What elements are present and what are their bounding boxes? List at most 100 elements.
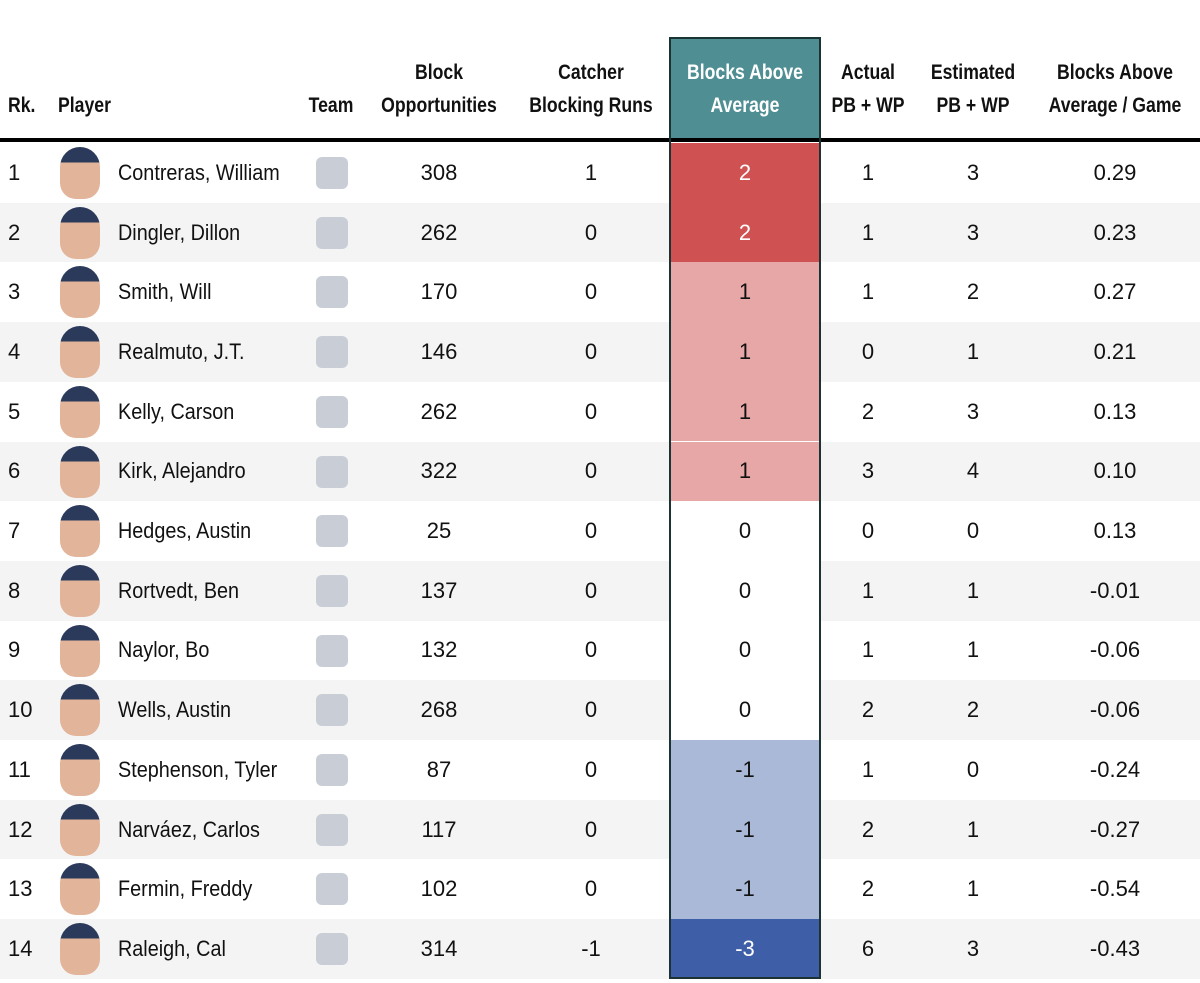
stat-cell: -0.43 (1089, 935, 1141, 961)
rank: 1 (8, 159, 21, 185)
player-name: Narváez, Carlos (118, 816, 260, 842)
table-row (0, 680, 1200, 740)
player-name: Smith, Will (118, 279, 212, 305)
player-headshot (60, 744, 100, 796)
column-header: Estimated (930, 61, 1016, 84)
stat-cell: -0.54 (1089, 876, 1141, 902)
stat-cell: -0.24 (1089, 756, 1141, 782)
baa-cell-bg (670, 620, 820, 681)
table-row (0, 143, 1200, 203)
player-headshot (60, 385, 100, 438)
stat-cell: 170 (420, 279, 458, 305)
column-header: Rk. (8, 94, 36, 117)
baa-cell-bg (670, 441, 820, 502)
table-row (0, 381, 1200, 442)
stat-cell: 102 (420, 876, 458, 902)
highlight-header-bg (670, 38, 820, 140)
player-headshot (60, 326, 100, 379)
team-logo (316, 157, 348, 189)
stat-cell: 1 (861, 279, 875, 305)
stat-cell: 1 (861, 637, 875, 663)
column-header: Blocks Above (1056, 61, 1173, 84)
stat-cell: 1 (738, 338, 752, 364)
team-logo (316, 873, 348, 906)
highlight-border (669, 37, 821, 979)
stat-cell: 2 (861, 697, 875, 723)
player-headshot (60, 505, 100, 558)
stat-cell: 1 (966, 816, 980, 842)
rank: 5 (8, 398, 21, 424)
team-logo (316, 574, 348, 607)
stat-cell: -3 (735, 935, 755, 961)
stat-cell: 0.23 (1093, 219, 1137, 245)
baa-cell-bg (670, 143, 820, 203)
stat-cell: 262 (420, 398, 458, 424)
rank: 7 (8, 518, 21, 544)
stat-cell: -1 (735, 816, 755, 842)
player-name: Realmuto, J.T. (118, 338, 245, 364)
stat-cell: 1 (584, 159, 598, 185)
rank: 4 (8, 338, 21, 364)
player-headshot (60, 863, 100, 916)
player-name: Kirk, Alejandro (118, 458, 246, 484)
stat-cell: 0 (738, 518, 752, 544)
stat-cell: 117 (421, 816, 457, 842)
player-name: Raleigh, Cal (118, 935, 226, 961)
stat-cell: 0 (584, 697, 598, 723)
stat-cell: 1 (861, 159, 875, 185)
rank: 10 (8, 697, 33, 723)
player-name: Contreras, William (118, 159, 280, 185)
baa-cell-bg (670, 381, 820, 442)
rank: 9 (8, 637, 21, 663)
stat-cell: 268 (420, 697, 458, 723)
table-row (0, 262, 1200, 323)
stat-cell: -0.06 (1089, 697, 1141, 723)
stat-cell: 2 (738, 159, 752, 185)
player-name: Dingler, Dillon (118, 219, 241, 245)
team-logo (316, 276, 348, 309)
player-name: Wells, Austin (118, 697, 231, 723)
stat-cell: 1 (861, 577, 875, 603)
rank: 3 (8, 279, 21, 305)
column-header: Block (414, 61, 464, 84)
player-headshot (60, 445, 100, 498)
stat-cell: 1 (738, 398, 752, 424)
baa-cell-bg (670, 919, 820, 979)
stat-cell: 0 (966, 518, 980, 544)
stat-cell: 0 (584, 458, 598, 484)
stat-cell: -0.27 (1089, 816, 1141, 842)
stat-cell: 146 (420, 338, 458, 364)
stat-cell: -0.01 (1089, 577, 1141, 603)
stat-cell: 1 (966, 338, 980, 364)
column-header: PB + WP (936, 94, 1010, 117)
stat-cell: 1 (966, 637, 980, 663)
player-headshot (60, 564, 100, 617)
stat-cell: 1 (861, 219, 875, 245)
column-header: PB + WP (831, 94, 905, 117)
stat-cell: 3 (966, 159, 980, 185)
stat-cell: 0 (738, 577, 752, 603)
stat-cell: 0 (861, 518, 875, 544)
stat-cell: 0 (584, 338, 598, 364)
baa-cell-bg (670, 859, 820, 920)
player-headshot (60, 206, 100, 259)
player-name: Naylor, Bo (118, 637, 210, 663)
table-row (0, 322, 1200, 382)
stat-cell: 1 (738, 279, 752, 305)
table-row (0, 202, 1200, 263)
stat-cell: 0.10 (1093, 458, 1137, 484)
stat-cell: 0 (738, 637, 752, 663)
player-headshot (60, 147, 100, 199)
rank: 13 (8, 876, 33, 902)
stat-cell: 0.29 (1093, 159, 1137, 185)
stat-cell: 1 (861, 756, 875, 782)
baa-cell-bg (670, 560, 820, 621)
team-logo (316, 455, 348, 488)
stat-cell: 0 (738, 697, 752, 723)
stat-cell: 0 (584, 219, 598, 245)
stat-cell: 25 (426, 518, 452, 544)
player-headshot (60, 624, 100, 677)
stat-cell: 0 (584, 637, 598, 663)
stat-cell: 0.27 (1093, 279, 1137, 305)
player-name: Fermin, Freddy (118, 876, 253, 902)
